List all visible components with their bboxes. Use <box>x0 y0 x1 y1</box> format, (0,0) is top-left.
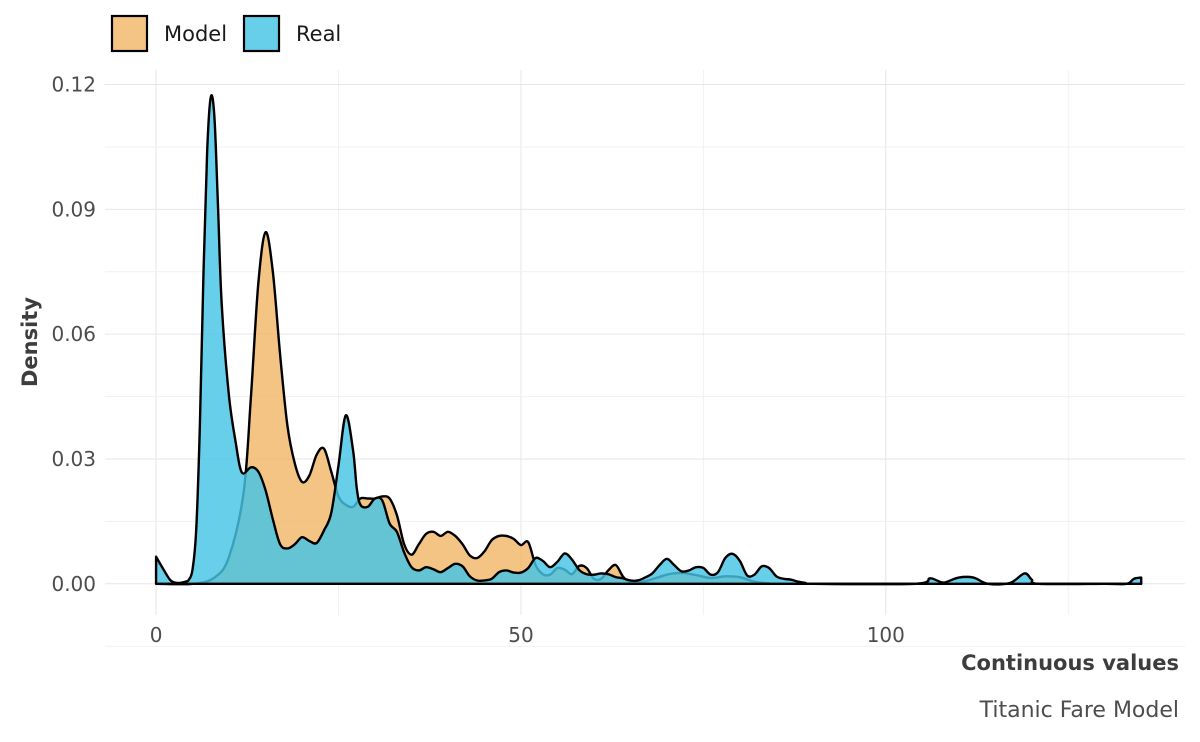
chart-caption: Titanic Fare Model <box>979 698 1179 723</box>
x-axis-title: Continuous values <box>961 651 1179 675</box>
density-areas <box>154 94 1143 586</box>
y-tick-label: 0.03 <box>51 447 96 471</box>
x-tick-label: 50 <box>508 623 533 647</box>
y-tick-labels: 0.00 0.03 0.06 0.09 0.12 <box>51 73 96 596</box>
y-tick-label: 0.12 <box>51 73 96 97</box>
legend-label-real: Real <box>296 22 341 46</box>
legend-key-real <box>242 14 281 53</box>
x-tick-label: 0 <box>150 623 163 647</box>
legend: Model Real <box>110 14 341 53</box>
density-area-real <box>154 94 1143 586</box>
y-tick-label: 0.00 <box>51 572 96 596</box>
legend-label-model: Model <box>164 22 227 46</box>
x-tick-labels: 0 50 100 <box>150 623 905 647</box>
y-axis-title: Density <box>18 297 42 387</box>
y-tick-label: 0.09 <box>51 197 96 221</box>
legend-key-model <box>110 14 149 53</box>
y-tick-label: 0.06 <box>51 322 96 346</box>
x-tick-label: 100 <box>867 623 905 647</box>
